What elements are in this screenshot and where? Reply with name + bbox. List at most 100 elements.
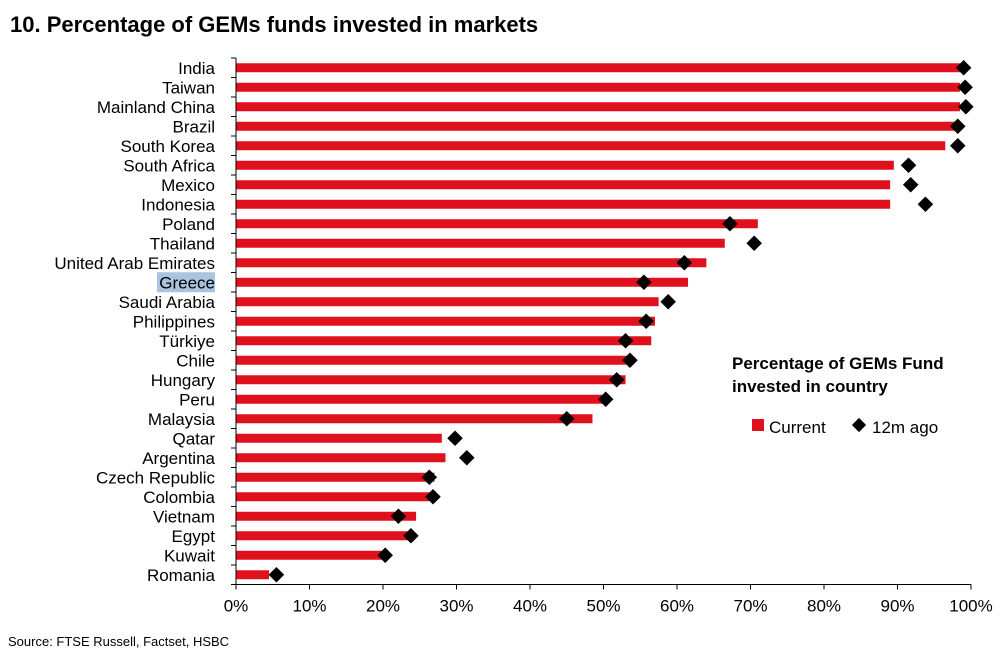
marker-12m-ago xyxy=(746,235,762,252)
category-label: Colombia xyxy=(143,488,215,507)
category-label: Brazil xyxy=(172,117,215,136)
category-label: Taiwan xyxy=(162,78,215,97)
marker-12m-ago xyxy=(638,313,654,330)
bar-current xyxy=(236,511,417,521)
marker-12m-ago xyxy=(608,371,625,388)
marker-12m-ago xyxy=(958,98,974,115)
x-tick-label: 20% xyxy=(366,597,400,616)
marker-12m-ago xyxy=(660,293,676,310)
category-label: Malaysia xyxy=(148,410,216,429)
source-note: Source: FTSE Russell, Factset, HSBC xyxy=(8,634,230,649)
bar-current xyxy=(236,121,957,131)
x-tick-label: 40% xyxy=(513,597,547,616)
category-label: Saudi Arabia xyxy=(119,293,216,312)
bar-current xyxy=(236,180,891,190)
bar-current xyxy=(236,570,270,580)
bar-current xyxy=(236,336,652,346)
x-tick-label: 50% xyxy=(586,597,620,616)
category-label: India xyxy=(178,59,215,78)
category-label: Egypt xyxy=(172,527,216,546)
marker-12m-ago xyxy=(722,215,738,232)
chart-title: 10. Percentage of GEMs funds invested in… xyxy=(10,12,539,37)
marker-12m-ago xyxy=(421,469,438,486)
category-label: Vietnam xyxy=(153,507,215,526)
marker-12m-ago xyxy=(447,430,463,447)
x-tick-label: 60% xyxy=(660,597,694,616)
marker-12m-ago xyxy=(676,254,693,271)
category-label: Qatar xyxy=(172,429,215,448)
marker-12m-ago xyxy=(949,137,966,154)
bar-current xyxy=(236,297,659,307)
category-label: Czech Republic xyxy=(96,468,216,487)
bar-current xyxy=(236,472,435,482)
category-label: United Arab Emirates xyxy=(54,254,215,273)
legend-label-12m-ago: 12m ago xyxy=(872,418,938,437)
marker-12m-ago xyxy=(425,488,441,505)
bar-current xyxy=(236,219,758,229)
bar-current xyxy=(236,82,960,92)
bar-current xyxy=(236,316,655,326)
marker-12m-ago xyxy=(403,527,419,544)
category-label: South Africa xyxy=(123,156,215,175)
x-tick-label: 10% xyxy=(292,597,326,616)
category-label: Peru xyxy=(179,390,215,409)
marker-12m-ago xyxy=(617,332,634,349)
category-label: Argentina xyxy=(142,449,215,468)
bars-layer xyxy=(236,63,960,580)
bar-current xyxy=(236,258,707,268)
legend-title-line-2: invested in country xyxy=(732,377,888,396)
legend-label-current: Current xyxy=(769,418,826,437)
category-label: South Korea xyxy=(120,137,215,156)
marker-12m-ago xyxy=(268,566,285,583)
marker-12m-ago xyxy=(900,157,917,174)
bar-current xyxy=(236,414,593,424)
bar-current xyxy=(236,375,626,385)
bar-current xyxy=(236,102,960,112)
category-label: Mexico xyxy=(161,176,215,195)
highlight-greece xyxy=(157,272,215,293)
legend-title-line-1: Percentage of GEMs Fund xyxy=(732,354,944,373)
category-label: Mainland China xyxy=(97,98,216,117)
marker-12m-ago xyxy=(636,274,652,291)
category-label: Philippines xyxy=(133,312,215,331)
category-label: Greece xyxy=(159,273,215,292)
x-tick-label: 90% xyxy=(880,597,914,616)
marker-12m-ago xyxy=(459,449,475,466)
bar-current xyxy=(236,160,894,170)
marker-12m-ago xyxy=(390,508,407,525)
bar-current xyxy=(236,492,435,502)
marker-12m-ago xyxy=(949,118,966,135)
marker-12m-ago xyxy=(917,196,934,213)
x-tick-label: 30% xyxy=(439,597,473,616)
bar-current xyxy=(236,453,446,463)
category-label: Chile xyxy=(176,351,215,370)
bar-current xyxy=(236,394,604,404)
category-label: Indonesia xyxy=(141,195,215,214)
category-label: Hungary xyxy=(151,371,216,390)
legend-swatch-12m-ago xyxy=(851,417,867,433)
x-tick-label: 80% xyxy=(807,597,841,616)
bar-current xyxy=(236,550,383,560)
bar-current xyxy=(236,63,960,73)
category-label: Kuwait xyxy=(164,546,215,565)
category-label: Türkiye xyxy=(159,332,215,351)
marker-12m-ago xyxy=(955,59,972,76)
legend-swatch-current xyxy=(752,419,764,431)
marker-12m-ago xyxy=(377,547,393,564)
bar-current xyxy=(236,238,725,248)
x-tick-label: 0% xyxy=(224,597,249,616)
x-tick-label: 100% xyxy=(949,597,992,616)
bar-current xyxy=(236,141,946,151)
bar-current xyxy=(236,277,689,287)
marker-12m-ago xyxy=(902,176,919,193)
bar-current xyxy=(236,531,413,541)
bar-current xyxy=(236,355,630,365)
axis-layer: 0% 10% 20% 30% 40% 50% 60% 70% 80% 90% 100% xyxy=(224,57,993,616)
bar-current xyxy=(236,433,442,443)
marker-12m-ago xyxy=(558,410,575,427)
category-label: Romania xyxy=(147,566,216,585)
marker-12m-ago xyxy=(957,79,973,96)
category-label: Poland xyxy=(162,215,215,234)
